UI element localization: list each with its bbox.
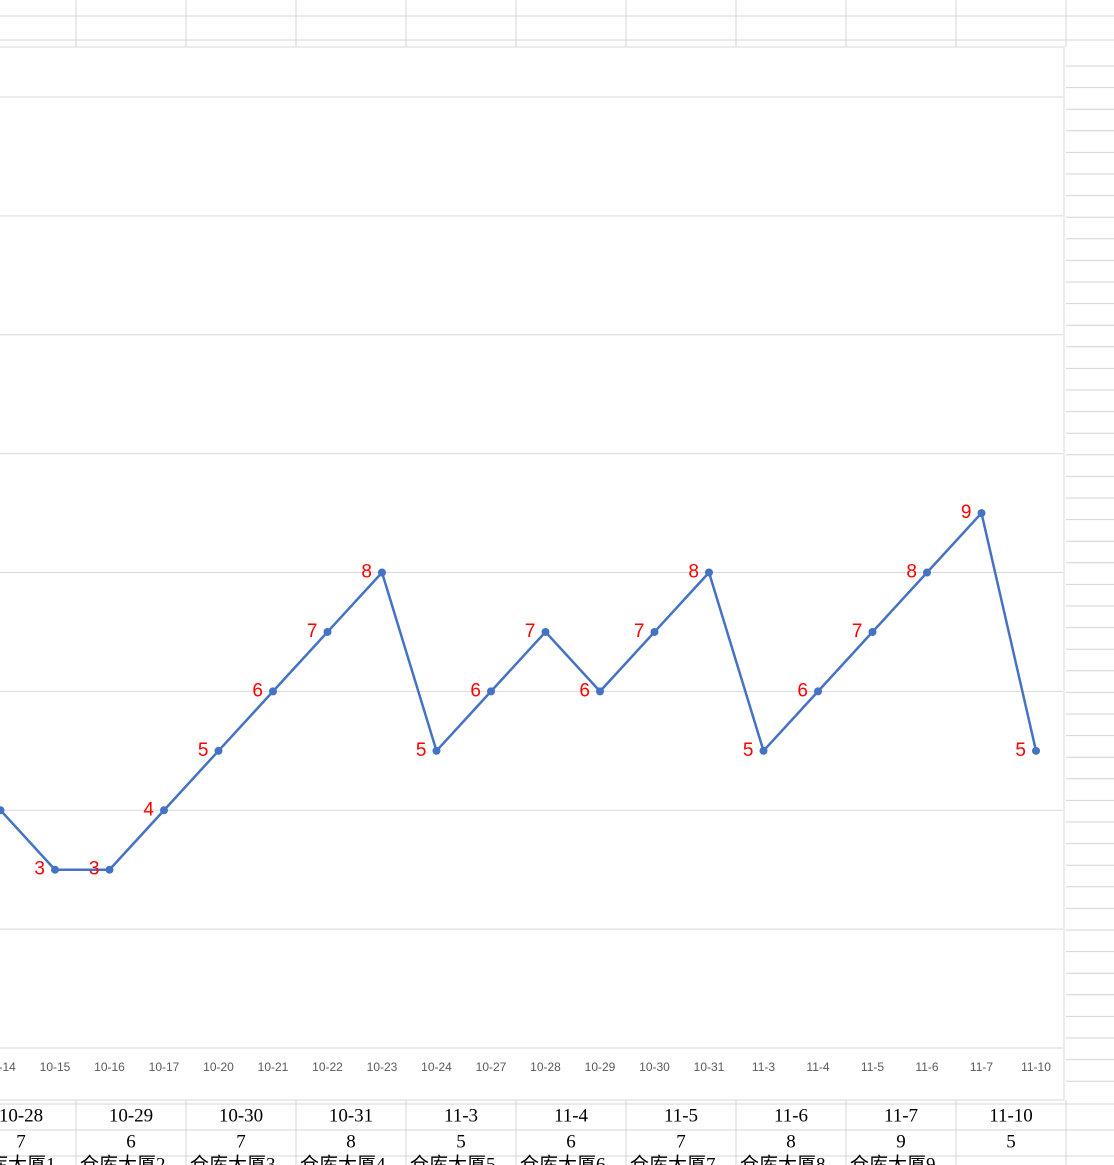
x-tick-label: 10-20	[203, 1060, 234, 1074]
data-point	[432, 746, 441, 755]
data-label: 3	[89, 859, 100, 880]
cell-text: 11-3	[444, 1105, 478, 1126]
x-tick-label: 10-28	[530, 1060, 561, 1074]
cell-text: 10-29	[109, 1105, 153, 1126]
data-label: 7	[852, 621, 863, 642]
cell-text: 7	[16, 1131, 26, 1152]
data-label: 6	[797, 680, 808, 701]
cell-text: 6	[566, 1131, 576, 1152]
data-label: 5	[416, 740, 427, 761]
x-tick-label: 11-3	[752, 1060, 775, 1074]
x-tick-label: 11-6	[915, 1060, 938, 1074]
data-line	[0, 510, 1038, 871]
cell-text: 仓库大厦2	[80, 1153, 166, 1165]
cell-text: 5	[1006, 1131, 1016, 1152]
x-tick-label: 10-29	[585, 1060, 616, 1074]
cell-text: 仓库大厦4	[300, 1153, 386, 1165]
data-point	[160, 806, 168, 815]
cell-text: 7	[676, 1131, 686, 1152]
cell-text: 8	[346, 1131, 356, 1152]
data-point	[977, 509, 986, 518]
x-tick-label: 10-17	[149, 1060, 180, 1074]
data-point	[487, 687, 495, 696]
data-label: 8	[361, 562, 372, 583]
x-tick-label: 10-31	[694, 1060, 725, 1074]
cell-text: 11-7	[884, 1105, 918, 1126]
cell-text: 仓库大厦3	[190, 1153, 276, 1165]
data-label: 9	[961, 502, 972, 523]
data-point	[51, 865, 59, 874]
data-point	[0, 806, 5, 815]
data-label: 4	[143, 799, 154, 820]
data-label: 5	[1015, 740, 1026, 761]
x-tick-label: 10-14	[0, 1060, 16, 1074]
x-tick-label: 10-24	[421, 1060, 452, 1074]
x-tick-label: 11-5	[861, 1060, 884, 1074]
cell-text: 11-4	[554, 1105, 589, 1126]
data-point	[923, 568, 931, 577]
data-point	[650, 627, 659, 636]
x-tick-label: 10-22	[312, 1060, 343, 1074]
data-label: 7	[307, 621, 318, 642]
data-label: 5	[743, 740, 754, 761]
cell-text: 7	[236, 1131, 246, 1152]
cell-text: 仓库大厦6	[520, 1153, 606, 1165]
x-tick-label: 10-21	[258, 1060, 289, 1074]
cell-text: 仓库大厦7	[630, 1153, 716, 1165]
data-label: 7	[525, 621, 536, 642]
data-label: 8	[688, 562, 699, 583]
data-point	[378, 568, 386, 577]
chart-area	[0, 46, 1065, 1101]
data-point	[596, 687, 604, 696]
data-point	[541, 627, 550, 636]
data-label: 7	[634, 621, 645, 642]
data-label: 8	[906, 562, 917, 583]
data-point	[705, 568, 713, 577]
cell-text: 仓库大厦8	[740, 1153, 826, 1165]
x-tick-label: 10-30	[639, 1060, 670, 1074]
x-tick-label: 10-27	[476, 1060, 507, 1074]
data-point	[214, 746, 223, 755]
cell-text: 10-28	[0, 1105, 43, 1126]
cell-text: 9	[896, 1131, 906, 1152]
cell-text: 仓库大厦5	[410, 1153, 496, 1165]
x-tick-label: 11-7	[970, 1060, 993, 1074]
cell-text: 6	[126, 1131, 136, 1152]
x-tick-label: 10-15	[40, 1060, 71, 1074]
x-tick-label: 10-16	[94, 1060, 125, 1074]
cell-text: 11-10	[989, 1105, 1033, 1126]
x-tick-label: 10-23	[367, 1060, 398, 1074]
data-point	[323, 627, 332, 636]
x-tick-label: 11-4	[806, 1060, 829, 1074]
data-point	[1032, 746, 1040, 755]
data-point	[269, 687, 277, 696]
cell-text: 10-30	[219, 1105, 263, 1126]
data-label: 5	[198, 740, 209, 761]
data-label: 6	[252, 680, 263, 701]
cell-text: 11-6	[774, 1105, 808, 1126]
data-point	[814, 687, 822, 696]
cell-text: 5	[456, 1131, 466, 1152]
cell-text: 8	[786, 1131, 796, 1152]
x-tick-label: 11-10	[1021, 1060, 1051, 1074]
data-point	[868, 627, 877, 636]
cell-text: 10-31	[329, 1105, 373, 1126]
data-point	[759, 746, 768, 755]
cell-text: 仓库大厦9	[850, 1153, 936, 1165]
data-label: 6	[579, 680, 590, 701]
data-point	[105, 865, 114, 874]
data-label: 3	[34, 859, 45, 880]
cell-text: 仓库大厦1	[0, 1153, 56, 1165]
cell-text: 11-5	[664, 1105, 698, 1126]
data-label: 6	[470, 680, 481, 701]
